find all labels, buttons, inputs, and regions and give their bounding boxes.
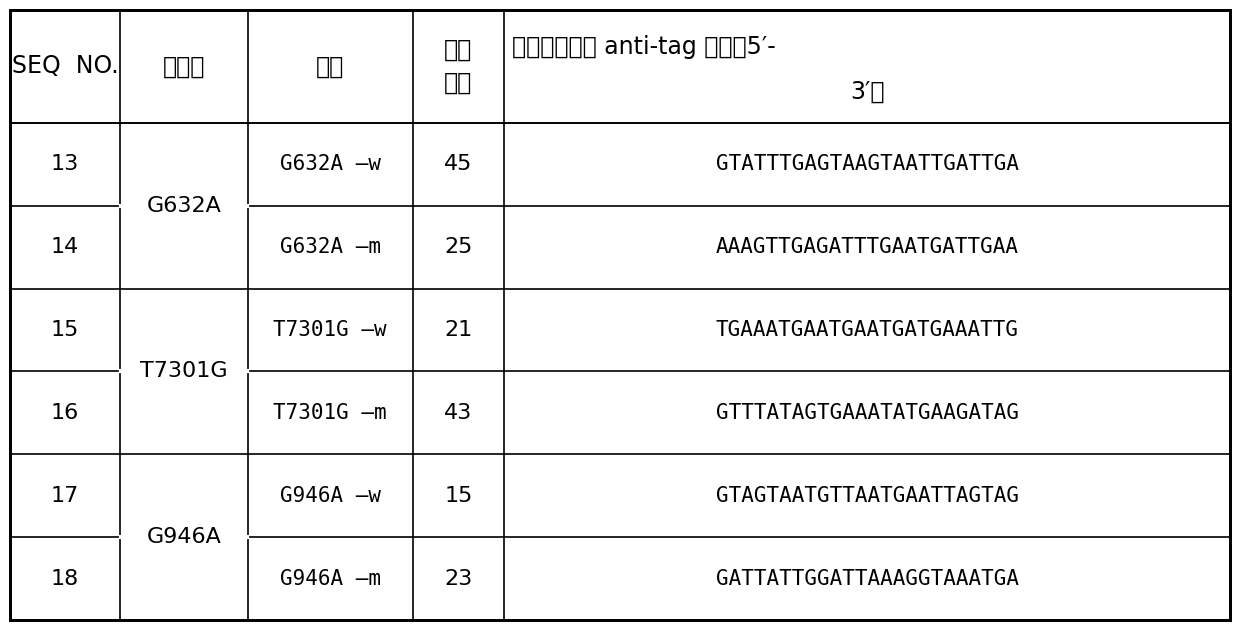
Text: 21: 21 — [444, 320, 472, 340]
Text: 微球上对应的 anti-tag 序列（5′-: 微球上对应的 anti-tag 序列（5′- — [512, 35, 776, 59]
Text: G632A –w: G632A –w — [280, 154, 381, 175]
Text: G946A –w: G946A –w — [280, 486, 381, 506]
Text: 14: 14 — [51, 237, 79, 257]
Text: G632A: G632A — [146, 196, 221, 215]
Text: SEQ  NO.: SEQ NO. — [11, 54, 118, 78]
Text: T7301G –m: T7301G –m — [274, 403, 387, 423]
Text: TGAAATGAATGAATGATGAAATTG: TGAAATGAATGAATGATGAAATTG — [715, 320, 1018, 340]
Text: 15: 15 — [444, 486, 472, 506]
Text: 43: 43 — [444, 403, 472, 423]
Text: G946A: G946A — [146, 527, 221, 547]
Text: 基因型: 基因型 — [162, 54, 205, 78]
Text: AAAGTTGAGATTTGAATGATTGAA: AAAGTTGAGATTTGAATGATTGAA — [715, 237, 1018, 257]
Text: 3′）: 3′） — [849, 79, 884, 103]
Text: 25: 25 — [444, 237, 472, 257]
Text: G946A –m: G946A –m — [280, 568, 381, 588]
Text: GATTATTGGATTAAAGGTAAATGA: GATTATTGGATTAAAGGTAAATGA — [715, 568, 1018, 588]
Text: 类型: 类型 — [316, 54, 345, 78]
Text: G632A –m: G632A –m — [280, 237, 381, 257]
Text: T7301G: T7301G — [140, 362, 228, 381]
Text: 17: 17 — [51, 486, 79, 506]
Text: 23: 23 — [444, 568, 472, 588]
Text: 微球
编号: 微球 编号 — [444, 38, 472, 95]
Text: GTATTTGAGTAAGTAATTGATTGA: GTATTTGAGTAAGTAATTGATTGA — [715, 154, 1018, 175]
Text: GTAGTAATGTTAATGAATTAGTAG: GTAGTAATGTTAATGAATTAGTAG — [715, 486, 1018, 506]
Text: 16: 16 — [51, 403, 79, 423]
Text: 13: 13 — [51, 154, 79, 175]
Text: T7301G –w: T7301G –w — [274, 320, 387, 340]
Bar — [10, 10, 1230, 123]
Text: 18: 18 — [51, 568, 79, 588]
Text: GTTTATAGTGAAATATGAAGATAG: GTTTATAGTGAAATATGAAGATAG — [715, 403, 1018, 423]
Text: 15: 15 — [51, 320, 79, 340]
Text: 45: 45 — [444, 154, 472, 175]
